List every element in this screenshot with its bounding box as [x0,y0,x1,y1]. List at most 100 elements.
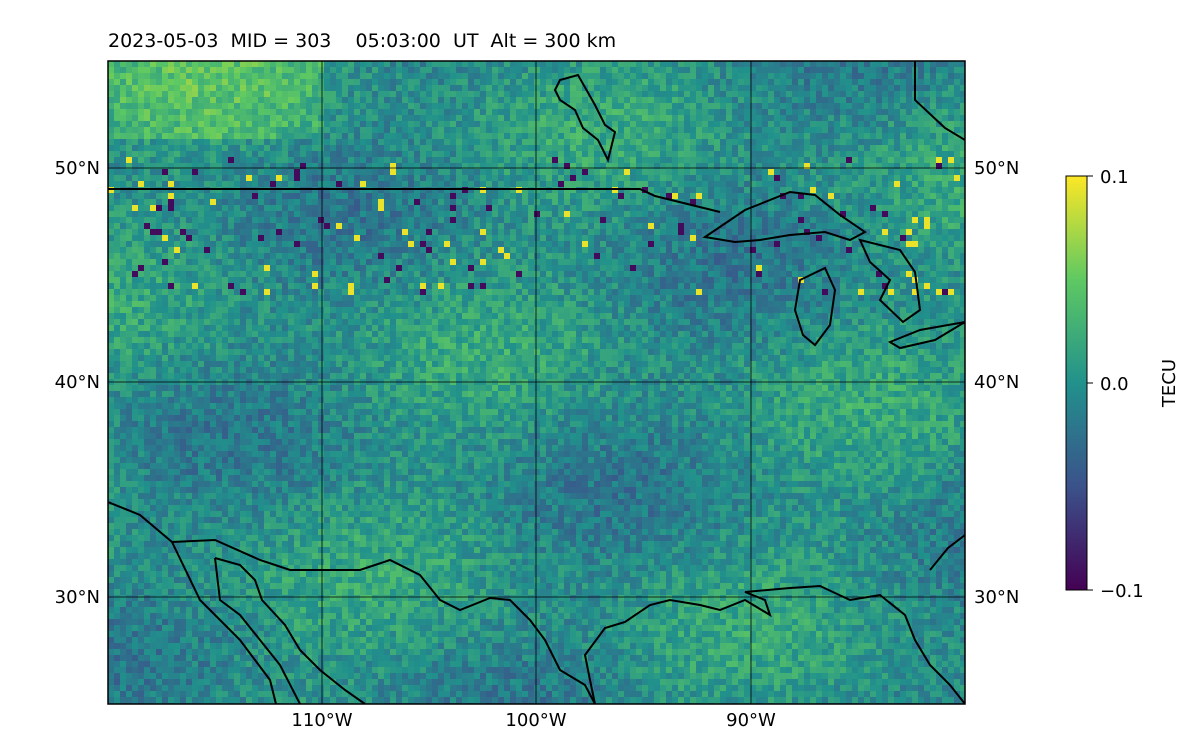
tec-cell [402,193,408,199]
tec-cell [336,205,342,211]
tec-cell [804,259,810,265]
tec-cell [864,217,870,223]
tec-cell [948,145,954,151]
tec-cell [840,85,846,91]
tec-cell [366,259,372,265]
tec-cell [228,139,234,145]
tec-cell [456,121,462,127]
tec-cell [906,235,912,241]
tec-cell [654,265,660,271]
tec-cell [264,241,270,247]
tec-cell [276,253,282,259]
tec-cell [570,229,576,235]
tec-cell [402,199,408,205]
tec-cell [762,79,768,85]
tec-cell [858,247,864,253]
tec-cell [252,229,258,235]
tec-cell [186,217,192,223]
tec-cell [462,163,468,169]
tec-cell [156,145,162,151]
tec-cell [240,229,246,235]
tec-cell [732,139,738,145]
tec-cell [222,97,228,103]
tec-cell [390,199,396,205]
tec-cell [408,109,414,115]
tec-cell [504,79,510,85]
tec-cell [654,115,660,121]
tec-cell [528,109,534,115]
tec-cell [132,121,138,127]
tec-cell [786,247,792,253]
tec-cell [114,175,120,181]
tec-cell [492,193,498,199]
tec-cell [360,205,366,211]
tec-cell [534,199,540,205]
tec-cell [732,199,738,205]
tec-cell [894,79,900,85]
tec-cell [294,223,300,229]
tec-cell [564,73,570,79]
tec-cell [516,85,522,91]
tec-cell [162,133,168,139]
tec-cell [294,91,300,97]
tec-cell [120,67,126,73]
tec-cell [558,67,564,73]
tec-cell [762,103,768,109]
tec-cell [960,193,965,199]
tec-cell [888,73,894,79]
tec-cell [678,85,684,91]
tec-cell [348,121,354,127]
tec-cell [342,151,348,157]
tec-cell [630,211,636,217]
tec-cell [168,163,174,169]
tec-cell [192,211,198,217]
tec-cell [780,67,786,73]
tec-cell [888,229,894,235]
tec-cell [606,181,612,187]
tec-cell [438,109,444,115]
tec-cell [822,157,828,163]
tec-cell [468,265,474,271]
tec-cell [942,181,948,187]
tec-cell [930,121,936,127]
tec-cell [684,157,690,163]
tec-cell [600,67,606,73]
tec-cell [666,265,672,271]
tec-cell [588,73,594,79]
tec-cell [570,79,576,85]
tec-cell [372,217,378,223]
tec-cell [492,133,498,139]
tec-cell [114,73,120,79]
tec-cell [702,145,708,151]
tec-cell [480,85,486,91]
tec-cell [924,223,930,229]
tec-cell [636,73,642,79]
tec-cell [480,235,486,241]
tec-cell [900,103,906,109]
tec-cell [864,211,870,217]
tec-cell [696,247,702,253]
tec-cell [378,223,384,229]
tec-cell [474,133,480,139]
tec-cell [450,181,456,187]
tec-cell [804,157,810,163]
tec-cell [564,151,570,157]
tec-cell [930,175,936,181]
tec-cell [276,265,282,271]
tec-cell [252,265,258,271]
tec-cell [774,175,780,181]
tec-cell [516,229,522,235]
tec-cell [174,163,180,169]
tec-cell [732,85,738,91]
tec-cell [126,127,132,133]
tec-cell [414,79,420,85]
tec-cell [354,121,360,127]
tec-cell [276,229,282,235]
tec-cell [192,97,198,103]
tec-cell [258,169,264,175]
tec-cell [462,61,468,67]
tec-cell [636,121,642,127]
tec-cell [414,97,420,103]
tec-cell [876,205,882,211]
tec-cell [762,181,768,187]
